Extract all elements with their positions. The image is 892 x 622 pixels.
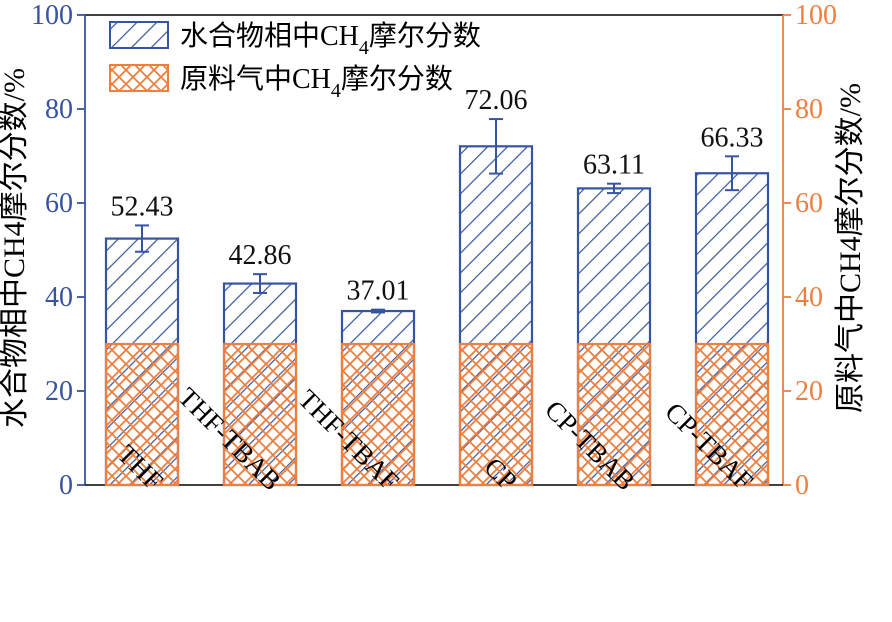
legend-label-feed: 原料气中CH4摩尔分数 [180, 63, 453, 102]
left-tick-label-2: 40 [45, 282, 73, 313]
bar-feed-cp-tbab [576, 342, 652, 487]
value-label-3: 72.06 [465, 85, 528, 116]
legend-label-hydrate: 水合物相中CH4摩尔分数 [180, 20, 481, 59]
legend: 水合物相中CH4摩尔分数 原料气中CH4摩尔分数 [109, 20, 481, 102]
right-tick-label-4: 80 [795, 94, 823, 125]
error-bars [135, 118, 739, 314]
right-tick-label-2: 40 [795, 282, 823, 313]
bar-feed-thf-tbab [222, 342, 298, 487]
legend-swatch-feed [109, 64, 169, 92]
left-axis-label: 水合物相中CH4摩尔分数/% [0, 68, 31, 428]
value-label-2: 37.01 [347, 276, 410, 307]
bar-feed-cp-tbaf [694, 342, 770, 487]
right-tick-label-0: 0 [795, 470, 809, 501]
left-tick-label-4: 80 [45, 94, 73, 125]
category-labels: THF THF-TBAB THF-TBAF CP CP-TBAB CP-TBAF [112, 382, 759, 497]
bar-feed-thf-tbaf [340, 342, 416, 487]
right-tick-label-3: 60 [795, 188, 823, 219]
bar-feed-thf [104, 342, 180, 487]
value-label-5: 66.33 [701, 122, 764, 153]
bar-feed-cp [458, 342, 534, 487]
left-tick-label-5: 100 [31, 0, 73, 31]
left-tick-label-3: 60 [45, 188, 73, 219]
left-tick-label-0: 0 [59, 470, 73, 501]
bars [104, 145, 770, 487]
right-tick-label-5: 100 [795, 0, 837, 31]
left-tick-label-1: 20 [45, 376, 73, 407]
right-axis-label: 原料气中CH4摩尔分数/% [834, 83, 867, 413]
value-label-4: 63.11 [583, 150, 645, 181]
value-label-0: 52.43 [111, 191, 174, 222]
legend-swatch-hydrate [109, 21, 169, 49]
right-tick-label-1: 20 [795, 376, 823, 407]
value-labels: 52.43 42.86 37.01 72.06 63.11 66.33 [111, 85, 764, 307]
value-label-1: 42.86 [229, 240, 292, 271]
right-ticks: 0 20 40 60 80 100 [783, 0, 837, 501]
left-ticks: 0 20 40 60 80 100 [31, 0, 85, 501]
